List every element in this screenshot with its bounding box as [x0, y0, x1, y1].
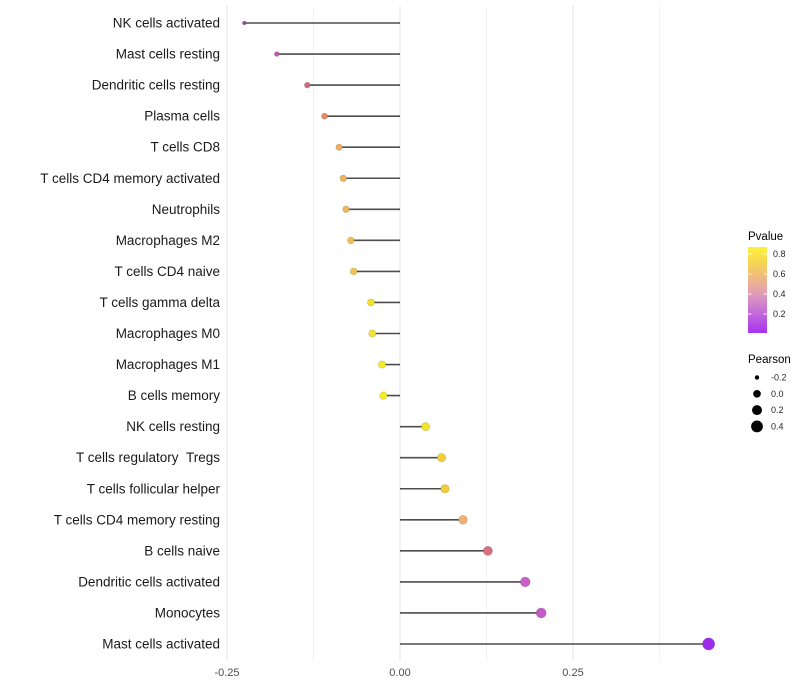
lollipop-dot — [482, 545, 493, 556]
lollipop-dot — [421, 422, 431, 432]
size-legend-dot — [753, 389, 761, 398]
lollipop-dot — [366, 298, 375, 307]
legend: Pvalue 0.80.60.40.2 Pearson -0.20.00.20.… — [748, 231, 791, 433]
gridlines — [226, 6, 660, 661]
lollipop-dot — [342, 205, 350, 214]
lollipop-dot — [335, 143, 343, 151]
pearson-size-legend: -0.2 0.0 0.2 0.4 — [751, 373, 787, 433]
y-axis-label: B cells memory — [128, 388, 221, 403]
lollipop-dot — [440, 484, 450, 494]
pearson-legend-title: Pearson — [748, 354, 791, 366]
size-legend-dot — [754, 375, 760, 380]
lollipop-dot — [273, 51, 280, 57]
lollipop-dot — [347, 236, 355, 245]
pvalue-legend-title: Pvalue — [748, 231, 783, 243]
lollipop-dot — [519, 576, 531, 588]
size-legend-label: 0.4 — [771, 421, 784, 431]
size-legend-label: 0.2 — [771, 405, 784, 415]
lollipop-dots — [242, 20, 716, 651]
size-legend-label: -0.2 — [771, 373, 787, 383]
y-axis-label: Macrophages M2 — [116, 233, 220, 248]
lollipop-dot — [242, 20, 247, 26]
lollipop-dot — [458, 514, 468, 525]
colorbar-tick-label: 0.4 — [773, 289, 786, 299]
size-legend-label: 0.0 — [771, 389, 784, 399]
y-axis-label: Macrophages M1 — [116, 357, 220, 372]
y-axis-label: Macrophages M0 — [116, 326, 220, 341]
y-axis-label: T cells regulatory Tregs — [76, 450, 220, 465]
x-axis-tick-label: 0.25 — [562, 667, 583, 679]
y-axis-labels: NK cells activated Mast cells resting Dend… — [40, 16, 220, 652]
lollipop-dot — [321, 112, 329, 120]
x-axis-tick-label: -0.25 — [214, 667, 239, 679]
y-axis-label: T cells CD8 — [150, 140, 220, 155]
pvalue-colorbar — [748, 247, 767, 333]
size-legend-dot — [752, 405, 762, 416]
lollipop-stems — [244, 22, 709, 645]
y-axis-label: NK cells activated — [113, 16, 220, 31]
pvalue-colorbar-ticks: 0.8 0.6 0.4 0.2 — [748, 249, 786, 319]
y-axis-label: T cells follicular helper — [87, 481, 221, 496]
y-axis-label: Dendritic cells resting — [92, 78, 220, 93]
lollipop-dot — [436, 453, 447, 463]
colorbar-tick-label: 0.8 — [773, 249, 786, 259]
lollipop-dot — [349, 267, 358, 276]
lollipop-dot — [339, 174, 347, 182]
y-axis-label: Plasma cells — [144, 109, 220, 124]
y-axis-label: Mast cells activated — [102, 637, 220, 652]
colorbar-tick-label: 0.2 — [773, 309, 786, 319]
y-axis-label: B cells naive — [144, 543, 220, 558]
colorbar-tick-label: 0.6 — [773, 269, 786, 279]
y-axis-label: T cells CD4 memory activated — [40, 171, 220, 186]
x-axis-tick-label: 0.00 — [389, 667, 410, 679]
y-axis-label: Dendritic cells activated — [78, 574, 220, 589]
size-legend-dot — [751, 420, 763, 433]
y-axis-label: Monocytes — [155, 605, 221, 620]
y-axis-label: T cells gamma delta — [99, 295, 220, 310]
y-axis-label: Neutrophils — [152, 202, 221, 217]
lollipop-dot — [535, 607, 547, 619]
lollipop-dot — [304, 81, 311, 89]
lollipop-dot — [379, 391, 388, 400]
lollipop-dot — [377, 360, 387, 369]
lollipop-dot — [368, 329, 377, 338]
y-axis-label: Mast cells resting — [116, 47, 220, 62]
y-axis-label: T cells CD4 naive — [114, 264, 220, 279]
x-axis-tick-labels: -0.25 0.00 0.25 — [214, 667, 583, 679]
lollipop-dot — [702, 637, 716, 651]
y-axis-label: T cells CD4 memory resting — [54, 512, 220, 527]
y-axis-label: NK cells resting — [126, 419, 220, 434]
